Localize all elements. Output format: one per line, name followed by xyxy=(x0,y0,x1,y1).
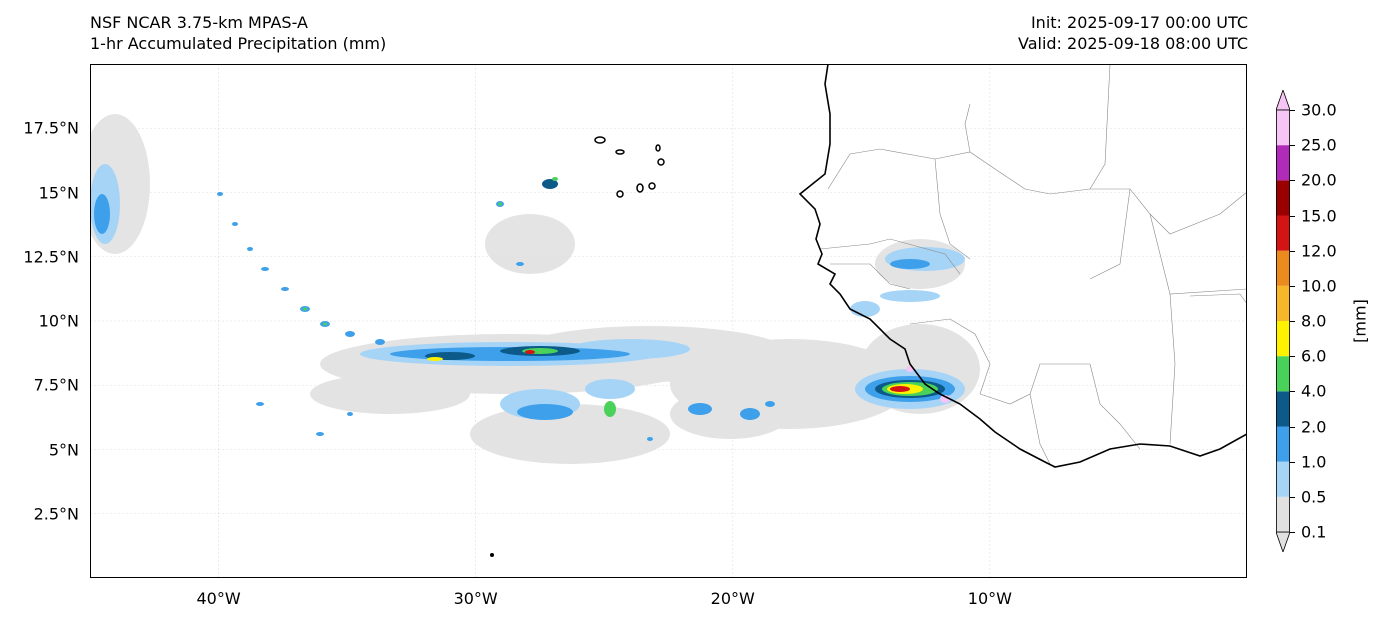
colorbar-segment xyxy=(1276,145,1290,181)
lat-tick-label: 15°N xyxy=(38,183,79,202)
colorbar-tick xyxy=(1290,321,1295,322)
colorbar-segment xyxy=(1276,391,1290,427)
map-border xyxy=(90,64,1247,578)
colorbar-tick xyxy=(1290,496,1295,498)
colorbar-segment xyxy=(1276,250,1290,286)
title-block-right: Init: 2025-09-17 00:00 UTC Valid: 2025-0… xyxy=(1018,12,1248,54)
colorbar-tick xyxy=(1290,145,1295,147)
lat-tick-label: 10°N xyxy=(38,311,79,331)
map-panel xyxy=(90,64,1247,578)
model-title: NSF NCAR 3.75-km MPAS-A xyxy=(90,13,308,32)
colorbar-segment xyxy=(1276,110,1290,146)
colorbar-level-label: 6.0 xyxy=(1301,346,1327,366)
map-gridlines xyxy=(90,64,1247,578)
colorbar-extend-max xyxy=(1276,90,1290,111)
colorbar-segment xyxy=(1276,321,1290,357)
precipitation-field xyxy=(90,114,980,464)
colorbar-level-label: 2.0 xyxy=(1301,417,1327,436)
colorbar-level-label: 0.1 xyxy=(1301,522,1327,542)
colorbar-level-label: 1.0 xyxy=(1301,452,1327,472)
cape-verde-islands xyxy=(594,136,665,198)
lon-tick-label: 30°W xyxy=(453,589,498,608)
colorbar-tick xyxy=(1290,426,1295,428)
colorbar-level-label: 30.0 xyxy=(1301,100,1337,120)
colorbar-tick xyxy=(1290,250,1295,252)
colorbar-outline xyxy=(1276,109,1290,533)
colorbar xyxy=(1276,90,1290,552)
colorbar-level-label: 15.0 xyxy=(1301,206,1337,225)
national-borders xyxy=(819,64,1247,465)
lat-tick-label: 12.5°N xyxy=(23,247,79,267)
colorbar-tick xyxy=(1290,180,1295,182)
lon-tick-label: 20°W xyxy=(710,589,755,608)
colorbar-tick xyxy=(1290,215,1295,217)
valid-time: Valid: 2025-09-18 08:00 UTC xyxy=(1017,34,1248,53)
colorbar-level-label: 12.0 xyxy=(1301,241,1337,261)
coastline xyxy=(798,64,1247,468)
colorbar-segment xyxy=(1276,215,1290,251)
lon-tick-label: 10°W xyxy=(967,589,1012,608)
colorbar-segment xyxy=(1276,426,1290,462)
colorbar-level-label: 4.0 xyxy=(1301,381,1327,401)
colorbar-segment xyxy=(1276,496,1290,532)
colorbar-segment xyxy=(1276,285,1290,321)
colorbar-tick xyxy=(1290,110,1295,111)
colorbar-level-label: 20.0 xyxy=(1301,170,1337,190)
colorbar-tick xyxy=(1290,391,1295,393)
colorbar-segment xyxy=(1276,180,1290,216)
colorbar-tick xyxy=(1290,356,1295,358)
colorbar-segment xyxy=(1276,461,1290,497)
colorbar-extend-min xyxy=(1276,531,1290,552)
colorbar-units: [mm] xyxy=(1350,299,1370,343)
lat-tick-label: 17.5°N xyxy=(23,118,79,138)
colorbar-tick xyxy=(1290,532,1295,533)
colorbar-tick xyxy=(1290,461,1295,463)
lon-tick-label: 40°W xyxy=(196,589,241,608)
colorbar-level-label: 25.0 xyxy=(1301,135,1337,155)
colorbar-level-label: 0.5 xyxy=(1301,487,1327,507)
island-dot xyxy=(490,553,494,557)
lat-tick-label: 7.5°N xyxy=(33,375,79,395)
colorbar-segment xyxy=(1276,356,1290,392)
init-time: Init: 2025-09-17 00:00 UTC xyxy=(1030,13,1248,32)
colorbar-tick xyxy=(1290,285,1295,287)
field-title: 1-hr Accumulated Precipitation (mm) xyxy=(90,34,387,53)
colorbar-level-label: 10.0 xyxy=(1301,276,1337,296)
lat-tick-label: 2.5°N xyxy=(33,504,79,524)
lat-tick-label: 5°N xyxy=(48,440,79,459)
colorbar-level-label: 8.0 xyxy=(1301,311,1327,331)
title-block-left: NSF NCAR 3.75-km MPAS-A 1-hr Accumulated… xyxy=(90,12,386,54)
